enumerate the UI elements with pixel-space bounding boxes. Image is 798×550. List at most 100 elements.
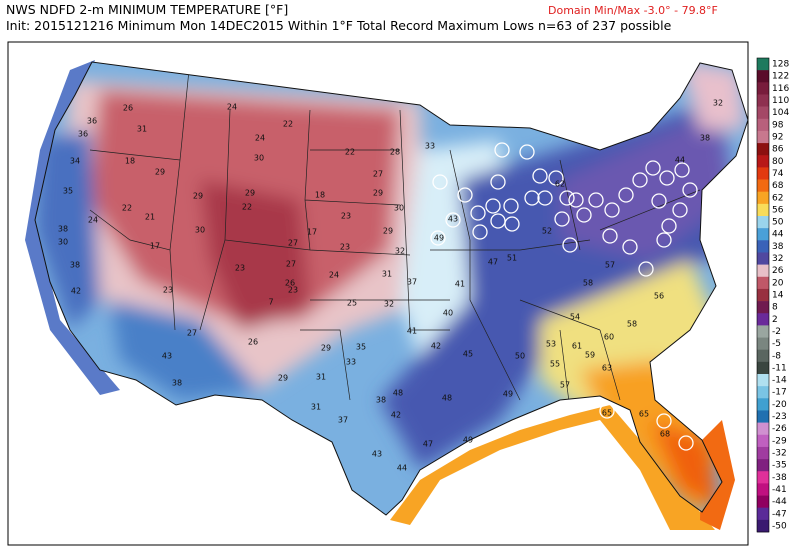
colorbar-label: -32 (772, 449, 787, 459)
station-value: 30 (394, 204, 404, 213)
colorbar-label: 74 (772, 169, 784, 179)
record-circle (599, 403, 615, 419)
colorbar-label: -23 (772, 412, 787, 422)
colorbar-cell (757, 143, 769, 156)
colorbar-cell (757, 82, 769, 95)
colorbar-cell (757, 495, 769, 508)
station-value: 49 (434, 234, 444, 243)
colorbar-label: -14 (772, 376, 787, 386)
station-value: 62 (555, 180, 565, 189)
colorbar-cell (757, 203, 769, 217)
colorbar-cell (757, 446, 769, 460)
colorbar-cell (757, 179, 769, 192)
station-value: 30 (58, 238, 68, 247)
record-circle (457, 187, 473, 203)
station-value: 41 (407, 327, 417, 336)
colorbar-cell (757, 434, 769, 448)
record-circle (519, 144, 535, 160)
colorbar-label: -50 (772, 521, 787, 531)
colorbar-label: 2 (772, 315, 778, 325)
colorbar-cell (757, 349, 769, 363)
station-value: 53 (546, 340, 556, 349)
colorbar-cell (757, 313, 769, 326)
colorbar-label: -17 (772, 388, 787, 398)
station-value: 44 (397, 464, 407, 473)
station-value: 34 (70, 157, 80, 166)
record-circle (576, 207, 592, 223)
record-circle (661, 218, 677, 234)
station-value: 31 (311, 403, 321, 412)
station-value: 17 (307, 228, 317, 237)
record-circle (568, 192, 584, 208)
station-value: 37 (407, 278, 417, 287)
colorbar-label: 86 (772, 145, 784, 155)
colorbar-cell (757, 167, 769, 180)
record-circle (682, 182, 698, 198)
state-lines (89, 62, 701, 411)
station-value: 23 (340, 243, 350, 252)
colorbar-label: 8 (772, 303, 778, 313)
record-circle (503, 198, 519, 214)
station-value: 40 (443, 309, 453, 318)
record-circle (548, 170, 564, 186)
colorbar-cell (757, 422, 769, 436)
colorbar-label: -44 (772, 497, 787, 507)
station-value: 56 (654, 292, 664, 301)
record-circle (622, 239, 638, 255)
station-value: 48 (393, 389, 403, 398)
colorbar-cell (757, 264, 769, 278)
pacific-band (25, 60, 120, 395)
station-value: 30 (254, 154, 264, 163)
colorbar-cell (757, 398, 769, 411)
colorbar-label: -26 (772, 424, 787, 434)
station-value: 38 (700, 134, 710, 143)
colorbar-label: 110 (772, 96, 789, 106)
station-value: 24 (255, 134, 265, 143)
record-circle (532, 168, 548, 184)
station-value: 58 (627, 320, 637, 329)
colorbar-label: -5 (772, 339, 781, 349)
colorbar-label: 116 (772, 84, 789, 94)
station-value: 42 (431, 342, 441, 351)
record-circle (672, 202, 688, 218)
station-value: 58 (583, 279, 593, 288)
us-outline (34, 61, 749, 516)
colorbar-cell (757, 519, 769, 533)
record-circle (554, 211, 570, 227)
colorbar-cell (757, 130, 769, 144)
record-circle (490, 174, 506, 190)
station-value: 45 (463, 350, 473, 359)
record-circle (472, 224, 488, 240)
station-value: 38 (58, 225, 68, 234)
colorbar-cell (757, 471, 769, 484)
station-value: 23 (163, 286, 173, 295)
colorbar-cell (757, 288, 769, 302)
colorbar-label: 104 (772, 108, 789, 118)
station-value: 24 (227, 103, 237, 112)
record-circle (659, 170, 675, 186)
station-value: 54 (570, 313, 580, 322)
colorbar-cell (757, 361, 769, 375)
colorbar-cell (757, 216, 769, 229)
record-circle (602, 228, 618, 244)
station-value: 29 (245, 189, 255, 198)
station-value: 24 (329, 271, 339, 280)
station-value: 32 (713, 99, 723, 108)
colorbar-label: 38 (772, 242, 784, 252)
station-value: 42 (391, 411, 401, 420)
colorbar-cell (757, 483, 769, 496)
colorbar-cell (757, 507, 769, 521)
station-value: 32 (395, 247, 405, 256)
station-value: 27 (373, 170, 383, 179)
station-value: 18 (125, 157, 135, 166)
record-circle (432, 174, 448, 190)
station-value: 23 (341, 212, 351, 221)
station-value: 43 (162, 352, 172, 361)
record-circle (656, 413, 672, 429)
colorbar-label: -41 (772, 485, 787, 495)
station-value: 52 (542, 227, 552, 236)
station-value: 17 (150, 242, 160, 251)
station-value: 29 (193, 192, 203, 201)
